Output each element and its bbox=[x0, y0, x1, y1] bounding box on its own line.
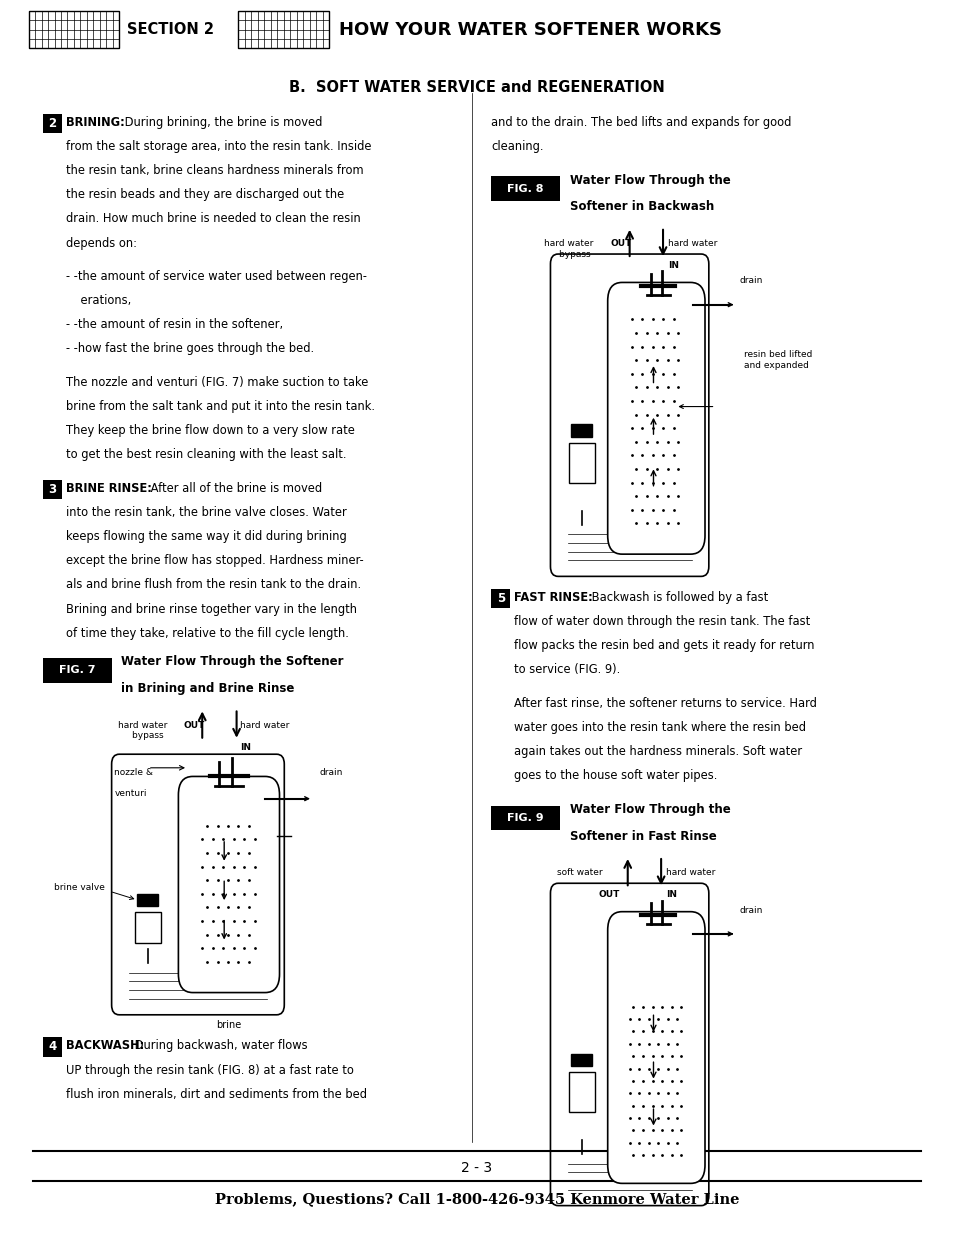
Text: BRINING:: BRINING: bbox=[66, 116, 125, 130]
Text: OUT: OUT bbox=[610, 240, 631, 248]
Text: cleaning.: cleaning. bbox=[491, 140, 543, 153]
Text: Softener in Fast Rinse: Softener in Fast Rinse bbox=[569, 830, 716, 842]
Text: SECTION 2: SECTION 2 bbox=[127, 22, 213, 37]
Text: to get the best resin cleaning with the least salt.: to get the best resin cleaning with the … bbox=[66, 448, 346, 462]
Text: - -the amount of resin in the softener,: - -the amount of resin in the softener, bbox=[66, 319, 283, 331]
Bar bbox=[29, 11, 119, 48]
Text: Problems, Questions? Call 1-800-426-9345 Kenmore Water Line: Problems, Questions? Call 1-800-426-9345… bbox=[214, 1192, 739, 1205]
Text: Softener in Backwash: Softener in Backwash bbox=[569, 200, 713, 214]
Text: hard water
bypass: hard water bypass bbox=[543, 240, 593, 258]
Bar bbox=[571, 425, 592, 437]
Text: als and brine flush from the resin tank to the drain.: als and brine flush from the resin tank … bbox=[66, 578, 360, 592]
Text: of time they take, relative to the fill cycle length.: of time they take, relative to the fill … bbox=[66, 626, 349, 640]
Text: hard water: hard water bbox=[667, 240, 717, 248]
Text: 2 - 3: 2 - 3 bbox=[461, 1161, 492, 1174]
Bar bbox=[491, 805, 559, 830]
Text: After fast rinse, the softener returns to service. Hard: After fast rinse, the softener returns t… bbox=[514, 697, 816, 710]
FancyBboxPatch shape bbox=[178, 777, 279, 993]
Text: drain: drain bbox=[739, 905, 762, 914]
Text: The nozzle and venturi (FIG. 7) make suction to take: The nozzle and venturi (FIG. 7) make suc… bbox=[66, 377, 368, 389]
Bar bbox=[137, 894, 158, 906]
FancyBboxPatch shape bbox=[607, 283, 704, 555]
Text: into the resin tank, the brine valve closes. Water: into the resin tank, the brine valve clo… bbox=[66, 506, 346, 519]
Text: the resin tank, brine cleans hardness minerals from: the resin tank, brine cleans hardness mi… bbox=[66, 164, 363, 178]
Text: resin bed lifted
and expanded: resin bed lifted and expanded bbox=[743, 351, 812, 369]
Text: except the brine flow has stopped. Hardness miner-: except the brine flow has stopped. Hardn… bbox=[66, 555, 363, 567]
Text: depends on:: depends on: bbox=[66, 236, 136, 249]
Text: brine valve: brine valve bbox=[54, 883, 105, 892]
Text: 4: 4 bbox=[49, 1040, 56, 1053]
Bar bbox=[43, 658, 112, 683]
Text: drain. How much brine is needed to clean the resin: drain. How much brine is needed to clean… bbox=[66, 212, 360, 226]
Text: in Brining and Brine Rinse: in Brining and Brine Rinse bbox=[121, 682, 294, 695]
Text: During backwash, water flows: During backwash, water flows bbox=[131, 1040, 307, 1052]
Text: keeps flowing the same way it did during brining: keeps flowing the same way it did during… bbox=[66, 530, 346, 543]
Text: drain: drain bbox=[319, 768, 343, 777]
Text: FAST RINSE:: FAST RINSE: bbox=[514, 592, 593, 604]
Text: They keep the brine flow down to a very slow rate: They keep the brine flow down to a very … bbox=[66, 425, 355, 437]
Text: UP through the resin tank (FIG. 8) at a fast rate to: UP through the resin tank (FIG. 8) at a … bbox=[66, 1063, 354, 1077]
FancyBboxPatch shape bbox=[607, 911, 704, 1183]
Text: again takes out the hardness minerals. Soft water: again takes out the hardness minerals. S… bbox=[514, 745, 801, 758]
Text: Water Flow Through the Softener: Water Flow Through the Softener bbox=[121, 656, 343, 668]
Text: from the salt storage area, into the resin tank. Inside: from the salt storage area, into the res… bbox=[66, 140, 371, 153]
Text: 2: 2 bbox=[49, 117, 56, 130]
Bar bbox=[43, 114, 62, 133]
Text: - -how fast the brine goes through the bed.: - -how fast the brine goes through the b… bbox=[66, 342, 314, 356]
Bar bbox=[238, 11, 329, 48]
Text: nozzle &: nozzle & bbox=[114, 768, 153, 777]
Text: to service (FIG. 9).: to service (FIG. 9). bbox=[514, 663, 619, 677]
Text: and to the drain. The bed lifts and expands for good: and to the drain. The bed lifts and expa… bbox=[491, 116, 791, 130]
Bar bbox=[43, 479, 62, 499]
Text: After all of the brine is moved: After all of the brine is moved bbox=[147, 482, 322, 495]
Bar bbox=[134, 913, 161, 944]
Text: flow of water down through the resin tank. The fast: flow of water down through the resin tan… bbox=[514, 615, 810, 629]
Text: Water Flow Through the: Water Flow Through the bbox=[569, 174, 730, 186]
Text: water goes into the resin tank where the resin bed: water goes into the resin tank where the… bbox=[514, 721, 805, 735]
Text: During brining, the brine is moved: During brining, the brine is moved bbox=[121, 116, 322, 130]
Text: flow packs the resin bed and gets it ready for return: flow packs the resin bed and gets it rea… bbox=[514, 640, 814, 652]
Text: HOW YOUR WATER SOFTENER WORKS: HOW YOUR WATER SOFTENER WORKS bbox=[338, 21, 720, 38]
Text: hard water: hard water bbox=[240, 721, 290, 730]
Text: OUT: OUT bbox=[184, 721, 205, 730]
Text: FIG. 7: FIG. 7 bbox=[59, 666, 95, 676]
Text: flush iron minerals, dirt and sediments from the bed: flush iron minerals, dirt and sediments … bbox=[66, 1088, 367, 1100]
FancyBboxPatch shape bbox=[550, 883, 708, 1205]
Bar bbox=[43, 1037, 62, 1057]
FancyBboxPatch shape bbox=[550, 254, 708, 577]
Bar bbox=[571, 1053, 592, 1066]
Bar bbox=[568, 1072, 595, 1112]
Text: brine from the salt tank and put it into the resin tank.: brine from the salt tank and put it into… bbox=[66, 400, 375, 414]
Text: venturi: venturi bbox=[114, 789, 147, 799]
Text: soft water: soft water bbox=[557, 868, 602, 877]
Text: 5: 5 bbox=[497, 592, 504, 605]
Text: IN: IN bbox=[240, 742, 252, 752]
Text: hard water
bypass: hard water bypass bbox=[117, 721, 167, 740]
Text: FIG. 8: FIG. 8 bbox=[507, 184, 543, 194]
Bar bbox=[568, 443, 595, 483]
Text: IN: IN bbox=[667, 261, 679, 270]
Text: BACKWASH:: BACKWASH: bbox=[66, 1040, 144, 1052]
Text: IN: IN bbox=[665, 890, 677, 899]
Text: B.  SOFT WATER SERVICE and REGENERATION: B. SOFT WATER SERVICE and REGENERATION bbox=[289, 80, 664, 95]
FancyBboxPatch shape bbox=[112, 755, 284, 1015]
Bar bbox=[491, 177, 559, 201]
Text: 3: 3 bbox=[49, 483, 56, 496]
Text: - -the amount of service water used between regen-: - -the amount of service water used betw… bbox=[66, 270, 367, 283]
Text: drain: drain bbox=[739, 277, 762, 285]
Text: BRINE RINSE:: BRINE RINSE: bbox=[66, 482, 152, 495]
Text: Water Flow Through the: Water Flow Through the bbox=[569, 803, 730, 816]
Text: hard water: hard water bbox=[665, 868, 715, 877]
Text: OUT: OUT bbox=[598, 890, 619, 899]
Text: Backwash is followed by a fast: Backwash is followed by a fast bbox=[587, 592, 767, 604]
Text: erations,: erations, bbox=[66, 294, 131, 308]
Text: goes to the house soft water pipes.: goes to the house soft water pipes. bbox=[514, 769, 717, 783]
Text: the resin beads and they are discharged out the: the resin beads and they are discharged … bbox=[66, 188, 344, 201]
Bar bbox=[491, 589, 510, 609]
Text: Brining and brine rinse together vary in the length: Brining and brine rinse together vary in… bbox=[66, 603, 356, 615]
Text: FIG. 9: FIG. 9 bbox=[507, 813, 543, 823]
Text: brine: brine bbox=[216, 1020, 241, 1030]
